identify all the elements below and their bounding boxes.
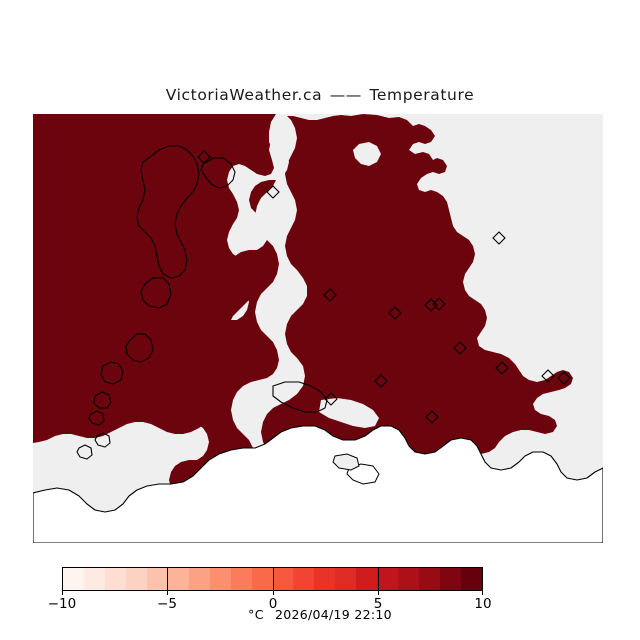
station-marker[interactable] [424, 298, 438, 312]
colorbar-cell-19 [461, 568, 483, 590]
station-marker[interactable] [425, 410, 439, 424]
title-separator: —— [329, 86, 362, 104]
colorbar-division-0 [273, 567, 274, 591]
sea-firth-of-clyde [353, 142, 381, 166]
colorbar-cell-15 [377, 568, 399, 590]
station-marker[interactable] [492, 231, 506, 245]
colorbar-tickmark-3 [378, 591, 379, 595]
station-marker-group[interactable] [197, 150, 571, 424]
colorbar-unit: °C [248, 607, 264, 622]
colorbar-ticklabel-4: 10 [474, 596, 492, 612]
coastline-anglesey [100, 361, 124, 385]
title-site: VictoriaWeather.ca [165, 86, 323, 104]
colorbar-cell-10 [272, 568, 294, 590]
title-variable: Temperature [369, 86, 475, 104]
colorbar-cell-13 [335, 568, 357, 590]
station-marker[interactable] [432, 297, 446, 311]
colorbar-cell-6 [188, 568, 210, 590]
colorbar-cell-17 [419, 568, 441, 590]
station-marker[interactable] [323, 288, 337, 302]
coastline-french-inland-lake [332, 453, 360, 471]
page-title: VictoriaWeather.ca —— Temperature [0, 86, 640, 104]
colorbar-cell-7 [209, 568, 231, 590]
station-marker[interactable] [374, 374, 388, 388]
map-canvas[interactable] [33, 114, 603, 543]
colorbar-cell-5 [167, 568, 189, 590]
colorbar-cell-12 [314, 568, 336, 590]
colorbar-tickmark-2 [273, 591, 274, 595]
colorbar-ticklabel-0: −10 [47, 596, 77, 612]
colorbar-cell-2 [104, 568, 126, 590]
coastline-small-isle-c [94, 432, 111, 448]
colorbar-ticklabel-3: 5 [373, 596, 383, 612]
station-marker[interactable] [453, 341, 467, 355]
colorbar-cell-18 [440, 568, 462, 590]
colorbar-cell-9 [251, 568, 273, 590]
coastline-islay-jura [140, 277, 172, 309]
station-marker[interactable] [266, 185, 280, 199]
coastline-small-isle-b [88, 410, 105, 426]
colorbar-cell-8 [230, 568, 252, 590]
unfilled-land-group [33, 425, 603, 543]
colorbar-cell-0 [63, 568, 84, 590]
coastline-outer-hebrides [136, 145, 200, 279]
coastline-skye [200, 157, 236, 189]
colorbar-ticklabel-1: −5 [157, 596, 177, 612]
colorbar-cell-11 [293, 568, 315, 590]
map-panel[interactable] [33, 114, 603, 543]
station-marker[interactable] [388, 306, 402, 320]
colorbar-tickmark-4 [482, 591, 483, 595]
colorbar-cell-14 [356, 568, 378, 590]
sea-irish-sea [93, 114, 307, 543]
colorbar-ticklabel-2: 0 [268, 596, 278, 612]
colorbar-tickmark-1 [167, 591, 168, 595]
coastline-southwest-peninsula [272, 381, 328, 413]
station-marker[interactable] [495, 361, 509, 375]
station-marker[interactable] [197, 150, 211, 164]
sea-moray-firth [445, 132, 475, 156]
coastline-isle-of-man [125, 333, 154, 363]
colorbar-division--5 [167, 567, 168, 591]
colorbar-cell-1 [83, 568, 105, 590]
colorbar-gradient[interactable] [62, 567, 483, 591]
coastline-channel-islands [346, 463, 380, 485]
coastline-small-isle-d [76, 444, 93, 460]
colorbar-cell-4 [146, 568, 168, 590]
colorbar[interactable]: −10 −5 0 5 10 [48, 567, 492, 612]
coastline-small-isle-a [93, 391, 112, 409]
station-marker[interactable] [557, 371, 571, 385]
colorbar-tickmark-0 [62, 591, 63, 595]
land-france-brittany-normandy [33, 425, 603, 543]
station-marker[interactable] [324, 392, 338, 406]
station-marker[interactable] [541, 369, 555, 383]
colorbar-cell-3 [125, 568, 147, 590]
colorbar-cell-16 [398, 568, 420, 590]
colorbar-division-5 [378, 567, 379, 591]
sea-bristol-channel [319, 398, 379, 428]
colorbar-timestamp: 2026/04/19 22:10 [275, 607, 392, 622]
colorbar-caption: °C 2026/04/19 22:10 [0, 607, 640, 622]
